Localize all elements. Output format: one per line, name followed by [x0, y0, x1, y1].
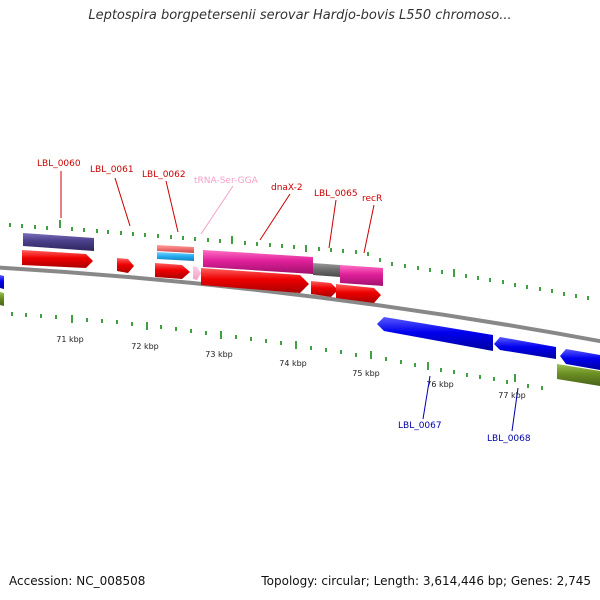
gene-label-lbl0061: LBL_0061 — [90, 165, 134, 175]
gene-red-lbl0061[interactable] — [117, 258, 134, 273]
gene-blue-right-edge[interactable] — [560, 349, 600, 370]
gene-label-dnax2: dnaX-2 — [271, 183, 303, 193]
gene-label-recr: recR — [362, 194, 382, 204]
map-title: Leptospira borgpetersenii serovar Hardjo… — [88, 8, 512, 23]
gene-red-lbl0065[interactable] — [311, 281, 338, 297]
gene-blue-left-edge[interactable] — [0, 275, 4, 289]
gene-magenta-recr[interactable] — [340, 265, 383, 286]
tick-label-71: 71 kbp — [56, 335, 84, 344]
accession-text: Accession: NC_008508 — [9, 574, 146, 588]
tick-label-75: 75 kbp — [352, 369, 380, 378]
tick-label-74: 74 kbp — [279, 359, 307, 368]
gene-label-lbl0062: LBL_0062 — [142, 170, 186, 180]
feature-cyan-lbl0062[interactable] — [157, 252, 194, 261]
gene-blue-lbl0067[interactable] — [377, 317, 493, 351]
gene-red-recr[interactable] — [336, 284, 381, 303]
gene-red-lbl0060[interactable] — [22, 250, 93, 268]
gene-label-trna-ser-gga: tRNA-Ser-GGA — [194, 176, 259, 186]
tick-row-upper — [9, 220, 589, 300]
gene-label-lbl0068: LBL_0068 — [487, 434, 531, 444]
gene-olive-right-edge[interactable] — [557, 364, 600, 386]
gene-label-lbl0065: LBL_0065 — [314, 189, 358, 199]
feature-salmon-lbl0062[interactable] — [157, 245, 194, 253]
gene-blue-lbl0068[interactable] — [494, 337, 556, 359]
tick-label-76: 76 kbp — [426, 380, 454, 389]
tick-label-72: 72 kbp — [131, 342, 159, 351]
tick-label-73: 73 kbp — [205, 350, 233, 359]
genome-summary-text: Topology: circular; Length: 3,614,446 bp… — [261, 574, 591, 588]
gene-red-lbl0062[interactable] — [155, 263, 190, 279]
gene-magenta-dnax2[interactable] — [203, 250, 313, 274]
gene-olive-left-edge[interactable] — [0, 292, 4, 306]
label-connectors — [60, 171, 519, 432]
gene-purple-lbl0060[interactable] — [23, 233, 94, 251]
backbone-line — [0, 265, 600, 344]
gene-red-dnax2[interactable] — [201, 268, 309, 293]
tick-row-lower — [11, 312, 543, 390]
trna-ser-gga[interactable] — [193, 266, 201, 280]
gene-label-lbl0060: LBL_0060 — [37, 159, 81, 169]
tick-label-77: 77 kbp — [498, 391, 526, 400]
gene-label-lbl0067: LBL_0067 — [398, 421, 442, 431]
gene-gray-lbl0065[interactable] — [313, 263, 340, 277]
